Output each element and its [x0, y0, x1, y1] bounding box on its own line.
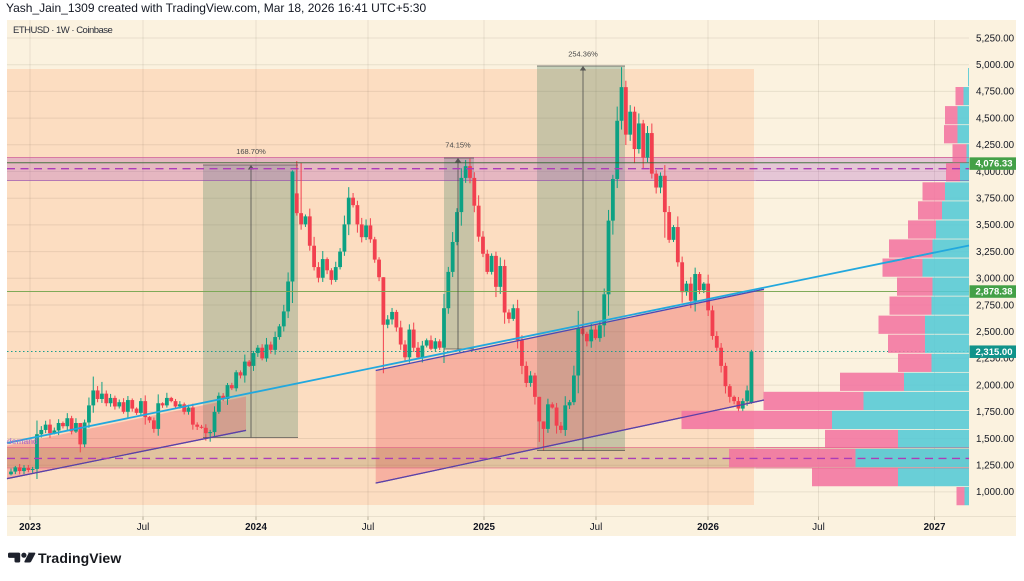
svg-text:74.15%: 74.15%: [445, 141, 471, 150]
svg-text:Jul: Jul: [137, 522, 150, 533]
svg-text:2,315.00: 2,315.00: [976, 347, 1013, 358]
svg-text:4,250.00: 4,250.00: [976, 140, 1015, 151]
svg-text:2,500.00: 2,500.00: [976, 327, 1015, 338]
svg-text:4,500.00: 4,500.00: [976, 113, 1015, 124]
svg-text:demand: demand: [7, 436, 38, 446]
svg-text:5,000.00: 5,000.00: [976, 60, 1015, 71]
svg-text:2,878.38: 2,878.38: [976, 287, 1013, 298]
svg-text:3,250.00: 3,250.00: [976, 247, 1015, 258]
svg-text:1,000.00: 1,000.00: [976, 487, 1015, 498]
svg-text:1,250.00: 1,250.00: [976, 461, 1015, 472]
svg-text:3,750.00: 3,750.00: [976, 194, 1015, 205]
svg-text:2027: 2027: [924, 522, 946, 533]
svg-text:4,000.00: 4,000.00: [976, 167, 1015, 178]
svg-text:2023: 2023: [19, 522, 41, 533]
svg-text:2,250.00: 2,250.00: [976, 354, 1015, 365]
svg-text:2025: 2025: [473, 522, 495, 533]
svg-text:2026: 2026: [697, 522, 719, 533]
svg-text:254.36%: 254.36%: [568, 50, 598, 59]
svg-text:4,750.00: 4,750.00: [976, 87, 1015, 98]
svg-text:2,750.00: 2,750.00: [976, 300, 1015, 311]
svg-text:2,000.00: 2,000.00: [976, 380, 1015, 391]
svg-text:1,750.00: 1,750.00: [976, 407, 1015, 418]
svg-text:3,500.00: 3,500.00: [976, 220, 1015, 231]
svg-text:Jul: Jul: [590, 522, 603, 533]
svg-text:ETHUSD · 1W · Coinbase: ETHUSD · 1W · Coinbase: [13, 25, 113, 36]
svg-text:Jul: Jul: [362, 522, 375, 533]
svg-text:TradingView: TradingView: [38, 550, 121, 566]
svg-text:1,500.00: 1,500.00: [976, 434, 1015, 445]
svg-text:5,250.00: 5,250.00: [976, 33, 1015, 44]
svg-text:2024: 2024: [245, 522, 267, 533]
svg-text:Jul: Jul: [812, 522, 825, 533]
svg-text:3,000.00: 3,000.00: [976, 274, 1015, 285]
svg-text:4,076.33: 4,076.33: [976, 159, 1013, 170]
svg-text:168.70%: 168.70%: [236, 147, 266, 156]
